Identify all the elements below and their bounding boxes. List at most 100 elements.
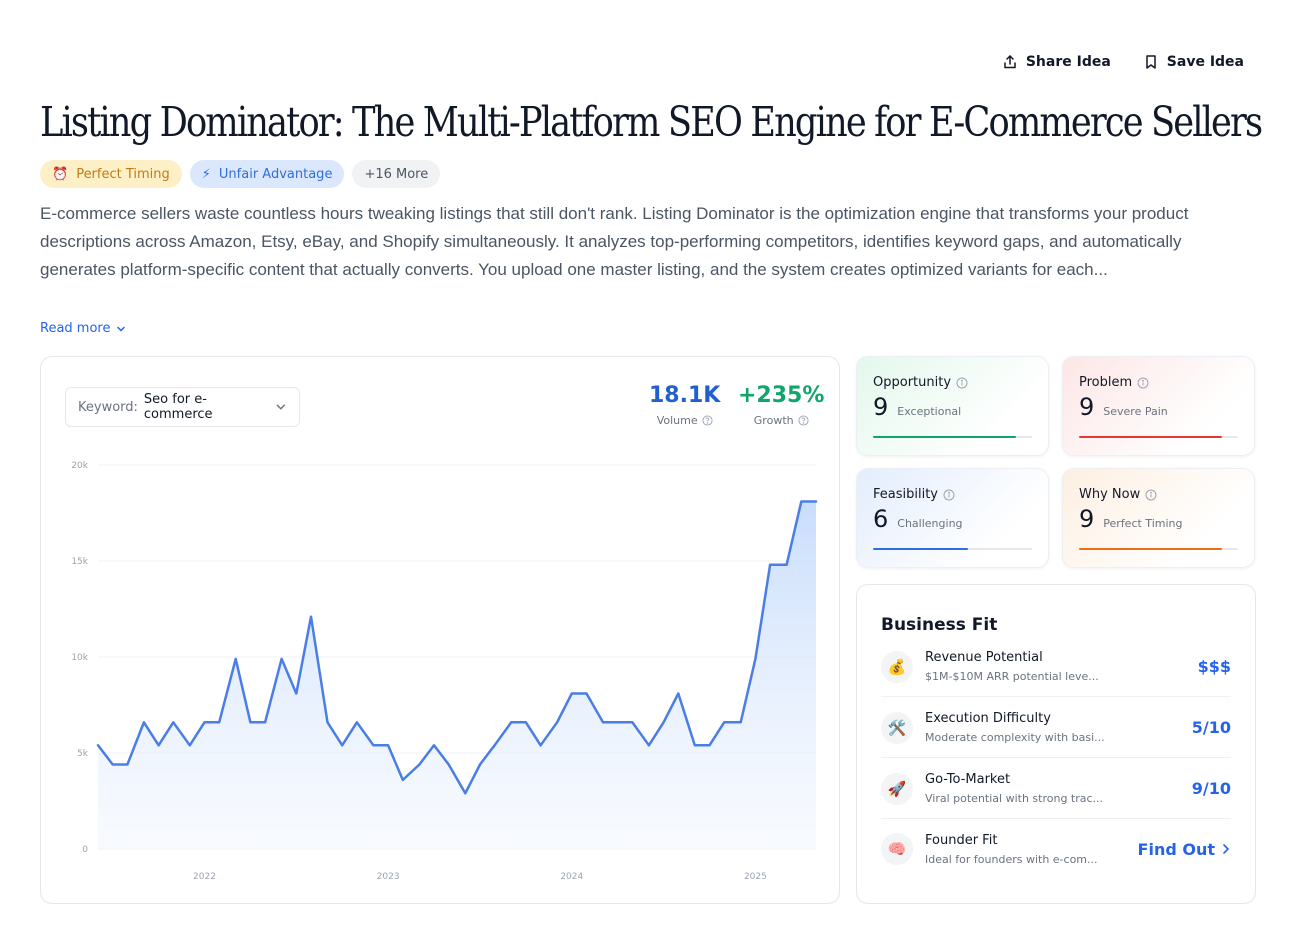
biz-item-text: Revenue Potential $1M-$10M ARR potential… <box>925 650 1198 683</box>
biz-item-sub: $1M-$10M ARR potential leve... <box>925 670 1099 683</box>
save-idea-label: Save Idea <box>1166 54 1244 70</box>
info-icon[interactable] <box>1137 377 1149 389</box>
biz-item-text: Go-To-Market Viral potential with strong… <box>925 772 1192 805</box>
growth-stat: +235% Growth <box>738 383 824 427</box>
biz-item-sub: Ideal for founders with e-com... <box>925 852 1098 866</box>
biz-item-name: Execution Difficulty <box>925 711 1051 726</box>
tools-icon: 🛠️ <box>881 711 913 744</box>
tag-list: ⏰ Perfect Timing ⚡ Unfair Advantage +16 … <box>40 160 441 188</box>
keyword-select-label: Keyword: <box>78 399 138 415</box>
score-value: 6 <box>873 505 889 533</box>
score-bar <box>873 548 1032 550</box>
info-icon[interactable] <box>956 377 968 389</box>
volume-label-row: Volume <box>649 414 720 427</box>
biz-item-sub: Viral potential with strong trac... <box>925 792 1104 805</box>
top-actions: Share Idea Save Idea <box>1002 54 1244 70</box>
badge-label: +16 More <box>364 166 429 182</box>
volume-value: 18.1K <box>649 383 721 408</box>
badge-label: Perfect Timing <box>76 166 170 182</box>
page-title: Listing Dominator: The Multi-Platform SE… <box>40 98 1263 146</box>
biz-item-name: Go-To-Market <box>925 772 1011 787</box>
keyword-select-value: Seo for e-commerce <box>143 392 213 422</box>
biz-item-execution-difficulty[interactable]: 🛠️ Execution Difficulty Moderate complex… <box>881 698 1231 758</box>
biz-item-sub: Moderate complexity with basi... <box>925 731 1105 744</box>
chevron-down-icon <box>276 404 286 410</box>
biz-item-value: $$$ <box>1197 657 1231 676</box>
score-bar <box>873 436 1032 438</box>
score-desc: Perfect Timing <box>1103 517 1183 530</box>
share-idea-label: Share Idea <box>1025 54 1111 70</box>
read-more-link[interactable]: Read more <box>40 321 126 336</box>
alarm-clock-icon: ⏰ <box>52 166 69 182</box>
biz-item-name: Founder Fit <box>925 832 998 848</box>
badge-label: Unfair Advantage <box>218 166 333 182</box>
help-icon[interactable] <box>798 415 809 426</box>
score-value: 9 <box>873 393 889 421</box>
growth-label-row: Growth <box>738 414 824 427</box>
growth-label: Growth <box>753 414 794 427</box>
score-bar-fill <box>1079 548 1223 550</box>
score-bar-fill <box>1079 436 1223 438</box>
chevron-down-icon <box>117 326 126 332</box>
read-more-label: Read more <box>40 321 111 336</box>
keyword-select[interactable]: Keyword: Seo for e-commerce <box>65 387 300 427</box>
x-tick-label: 2022 <box>193 872 216 882</box>
score-label: Opportunity <box>873 375 952 390</box>
score-bar <box>1079 436 1238 438</box>
y-tick-label: 5k <box>77 749 89 759</box>
score-label: Problem <box>1079 375 1133 390</box>
biz-item-text: Founder Fit Ideal for founders with e-co… <box>925 833 1138 866</box>
score-value: 9 <box>1079 505 1095 533</box>
y-tick-label: 15k <box>71 557 88 567</box>
money-bag-icon: 💰 <box>881 650 913 683</box>
share-idea-button[interactable]: Share Idea <box>1002 54 1111 70</box>
series-area <box>98 501 816 849</box>
score-value: 9 <box>1079 393 1095 421</box>
score-bar <box>1079 548 1238 550</box>
score-bar-fill <box>873 436 1017 438</box>
score-label: Why Now <box>1079 487 1141 502</box>
score-card-opportunity[interactable]: Opportunity 9 Exceptional <box>856 356 1049 456</box>
badge-unfair-advantage[interactable]: ⚡ Unfair Advantage <box>189 160 345 188</box>
biz-item-name: Revenue Potential <box>925 650 1043 665</box>
brain-icon: 🧠 <box>881 833 913 865</box>
x-tick-label: 2023 <box>377 872 400 882</box>
biz-item-value: 9/10 <box>1191 779 1231 798</box>
info-icon[interactable] <box>1145 489 1157 501</box>
business-fit-title: Business Fit <box>881 615 998 635</box>
lightning-icon: ⚡ <box>201 166 211 182</box>
info-icon[interactable] <box>943 489 955 501</box>
find-out-label: Find Out <box>1137 839 1215 859</box>
x-tick-label: 2024 <box>560 872 583 882</box>
score-desc: Challenging <box>897 517 963 530</box>
biz-item-value: 5/10 <box>1191 718 1231 737</box>
business-fit-card: Business Fit 💰 Revenue Potential $1M-$10… <box>856 584 1256 904</box>
biz-item-go-to-market[interactable]: 🚀 Go-To-Market Viral potential with stro… <box>881 759 1231 819</box>
volume-label: Volume <box>656 414 698 427</box>
score-card-problem[interactable]: Problem 9 Severe Pain <box>1062 356 1255 456</box>
score-label: Feasibility <box>873 487 938 502</box>
x-tick-label: 2025 <box>744 872 767 882</box>
idea-description: E-commerce sellers waste countless hours… <box>40 204 1189 279</box>
badge-more[interactable]: +16 More <box>352 160 441 188</box>
series-line <box>96 500 818 795</box>
y-tick-label: 10k <box>71 653 88 663</box>
rocket-icon: 🚀 <box>881 772 913 805</box>
score-card-feasibility[interactable]: Feasibility 6 Challenging <box>856 468 1049 568</box>
chevron-right-icon <box>1223 844 1230 854</box>
find-out-button[interactable]: Find Out <box>1138 840 1231 859</box>
y-tick-label: 0 <box>82 845 88 855</box>
biz-item-revenue-potential[interactable]: 💰 Revenue Potential $1M-$10M ARR potenti… <box>881 637 1231 697</box>
growth-value: +235% <box>738 383 825 408</box>
keyword-trend-card: Keyword: Seo for e-commerce 18.1K Volume… <box>40 356 840 904</box>
badge-perfect-timing[interactable]: ⏰ Perfect Timing <box>40 160 182 188</box>
save-idea-button[interactable]: Save Idea <box>1143 54 1244 70</box>
score-bar-fill <box>873 548 969 550</box>
biz-item-founder-fit[interactable]: 🧠 Founder Fit Ideal for founders with e-… <box>881 819 1231 879</box>
bookmark-icon <box>1146 55 1156 69</box>
biz-item-text: Execution Difficulty Moderate complexity… <box>925 711 1192 744</box>
help-icon[interactable] <box>702 415 713 426</box>
volume-stat: 18.1K Volume <box>649 383 720 427</box>
trend-chart: 20k 15k 10k 5k 0 2022 2023 2024 2025 <box>71 461 818 882</box>
score-card-why-now[interactable]: Why Now 9 Perfect Timing <box>1062 468 1255 568</box>
